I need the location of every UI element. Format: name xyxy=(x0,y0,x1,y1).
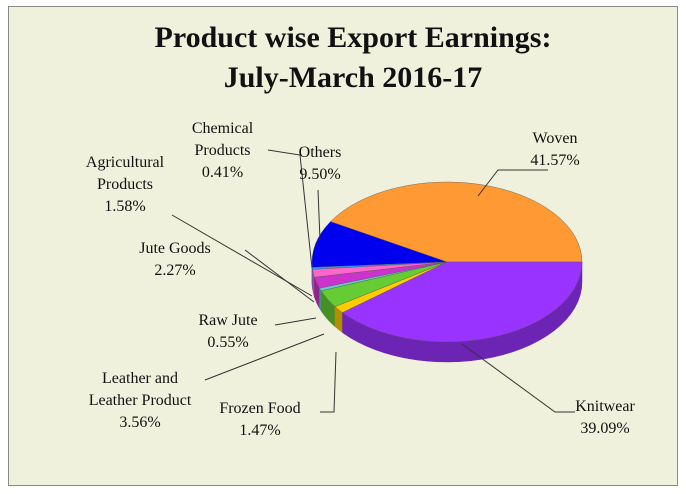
slice xyxy=(330,181,583,263)
slice-label: Chemical Products 0.41% xyxy=(175,118,270,184)
leader-line xyxy=(477,169,548,197)
leader-line xyxy=(317,189,321,241)
slice-label: Agricultural Products 1.58% xyxy=(70,152,180,218)
value-label: 1.47% xyxy=(239,422,281,439)
value-label: 0.41% xyxy=(201,164,244,181)
category-name: Woven xyxy=(532,130,578,147)
slice-label: Frozen Food 1.47% xyxy=(195,398,325,442)
leader-line xyxy=(244,249,315,303)
category-name: Frozen Food xyxy=(219,400,301,417)
leader-line xyxy=(204,333,325,381)
slice-label: Raw Jute 0.55% xyxy=(178,310,278,354)
slice-label: Leather and Leather Product 3.56% xyxy=(85,368,195,434)
category-name: Others xyxy=(298,144,342,161)
value-label: 1.58% xyxy=(104,198,146,215)
category-name: Leather and Leather Product xyxy=(88,370,192,409)
category-name: Agricultural Products xyxy=(85,154,165,193)
category-name: Knitwear xyxy=(575,398,635,415)
leader-line xyxy=(320,351,337,413)
slice-label: Others 9.50% xyxy=(285,142,355,186)
leader-line xyxy=(274,317,317,326)
category-name: Jute Goods xyxy=(139,240,211,257)
value-label: 9.50% xyxy=(299,166,341,183)
leader-line xyxy=(461,343,575,413)
slice-label: Woven 41.57% xyxy=(510,128,600,172)
slice-label: Knitwear 39.09% xyxy=(555,396,655,440)
slice-label: Jute Goods 2.27% xyxy=(100,238,250,282)
category-name: Chemical Products xyxy=(191,120,254,159)
category-name: Raw Jute xyxy=(198,312,258,329)
value-label: 39.09% xyxy=(580,420,630,437)
value-label: 0.55% xyxy=(207,334,249,351)
value-label: 41.57% xyxy=(530,152,580,169)
value-label: 3.56% xyxy=(119,414,161,431)
value-label: 2.27% xyxy=(154,262,196,279)
slice xyxy=(342,261,583,343)
chart-title: Product wise Export Earnings: July-March… xyxy=(154,21,552,94)
leader-line xyxy=(267,149,313,269)
